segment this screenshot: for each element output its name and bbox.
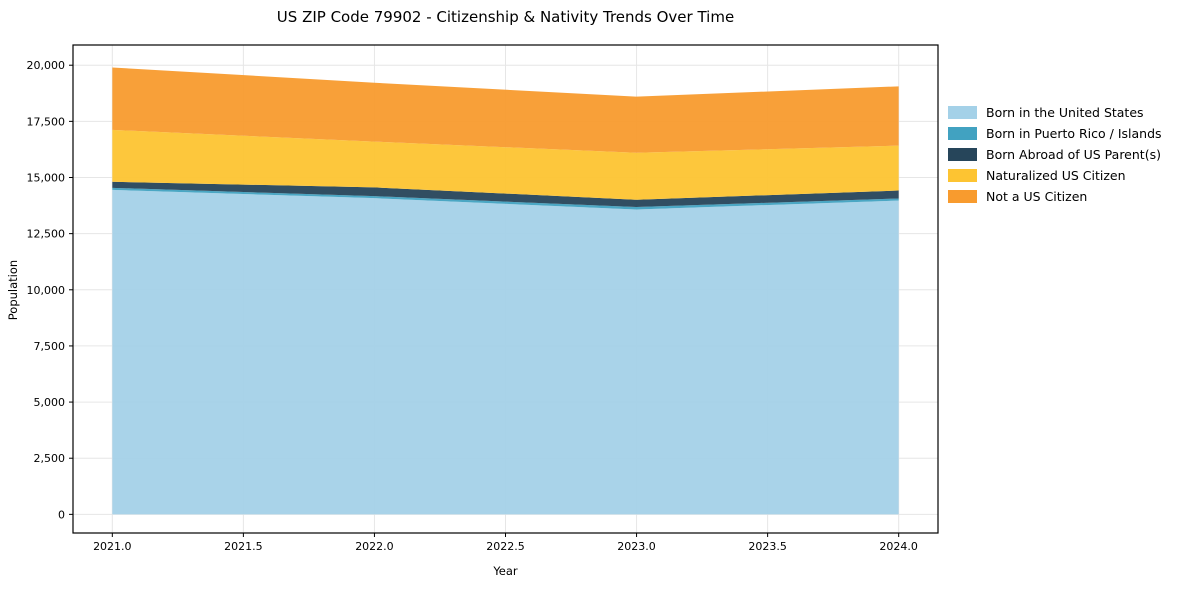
y-tick-label: 10,000 [27,284,66,297]
y-tick-label: 17,500 [27,115,66,128]
legend-label: Not a US Citizen [986,189,1088,204]
y-tick-label: 20,000 [27,59,66,72]
legend-item: Not a US Citizen [948,186,1162,207]
x-tick-label: 2022.0 [355,540,394,553]
y-tick-label: 7,500 [34,340,66,353]
legend-item: Born in Puerto Rico / Islands [948,123,1162,144]
legend-label: Born in the United States [986,105,1144,120]
area-not-a-us-citizen [112,67,899,153]
y-axis-label: Population [6,259,20,321]
legend-item: Born in the United States [948,102,1162,123]
y-tick-label: 0 [58,508,65,521]
x-tick-label: 2021.0 [93,540,132,553]
area-born-abroad-of-us-parent-s- [112,181,899,208]
y-tick-label: 5,000 [34,396,66,409]
y-tick-label: 15,000 [27,171,66,184]
x-tick-label: 2022.5 [486,540,525,553]
legend-label: Naturalized US Citizen [986,168,1126,183]
legend-label: Born in Puerto Rico / Islands [986,126,1162,141]
area-naturalized-us-citizen [112,129,899,200]
x-axis-label: Year [493,564,518,578]
y-tick-label: 12,500 [27,228,66,241]
chart-title: US ZIP Code 79902 - Citizenship & Nativi… [276,8,735,26]
x-tick-label: 2023.0 [617,540,656,553]
legend-swatch [948,106,977,119]
legend-item: Born Abroad of US Parent(s) [948,144,1162,165]
legend-label: Born Abroad of US Parent(s) [986,147,1161,162]
legend-swatch [948,127,977,140]
x-tick-label: 2024.0 [879,540,918,553]
area-born-in-the-united-states [112,189,899,515]
legend-swatch [948,148,977,161]
x-tick-label: 2023.5 [748,540,787,553]
legend-swatch [948,190,977,203]
x-tick-label: 2021.5 [224,540,263,553]
legend-item: Naturalized US Citizen [948,165,1162,186]
legend: Born in the United States Born in Puerto … [948,102,1162,207]
y-tick-label: 2,500 [34,452,66,465]
legend-swatch [948,169,977,182]
